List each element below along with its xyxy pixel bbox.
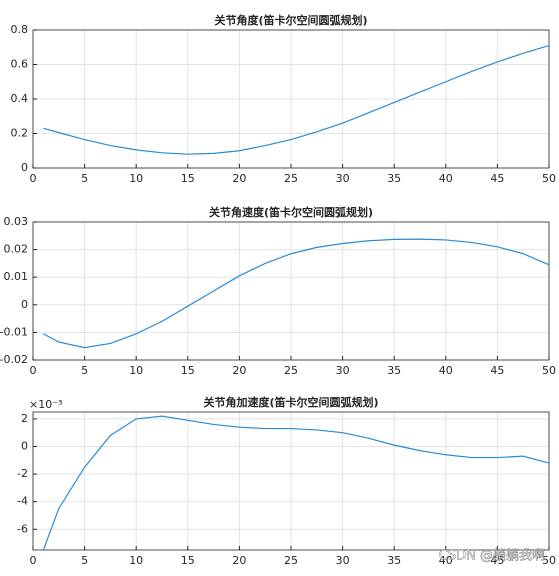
x-tick-label: 50 — [542, 364, 556, 377]
chart-title: 关节角加速度(笛卡尔空间圆弧规划) — [203, 395, 378, 409]
x-tick-label: 5 — [81, 364, 88, 377]
watermark: CSDN @躺躺我啊 — [439, 548, 545, 564]
y-tick-label: -0.01 — [0, 325, 28, 338]
axes-box — [32, 221, 550, 361]
x-tick-label: 0 — [30, 172, 37, 185]
y-tick-label: 0 — [21, 298, 28, 311]
y-exponent: ×10⁻³ — [29, 398, 62, 411]
x-tick-label: 45 — [490, 364, 504, 377]
x-tick-label: 35 — [387, 554, 401, 567]
x-tick-label: 40 — [439, 172, 453, 185]
x-tick-label: 45 — [490, 554, 504, 567]
y-tick-label: -2 — [17, 467, 28, 480]
y-tick-label: 0.02 — [4, 243, 29, 256]
x-tick-label: 20 — [232, 364, 246, 377]
data-line — [43, 238, 549, 349]
y-tick-label: 2 — [21, 412, 28, 425]
y-tick-label: -4 — [17, 495, 28, 508]
x-tick-label: 25 — [284, 554, 298, 567]
x-tick-label: 20 — [232, 172, 246, 185]
data-line — [42, 415, 549, 550]
y-tick-label: -0.02 — [0, 353, 28, 366]
x-tick-label: 40 — [439, 364, 453, 377]
x-tick-label: 35 — [387, 364, 401, 377]
x-tick-label: 0 — [30, 364, 37, 377]
x-tick-label: 30 — [336, 172, 350, 185]
x-tick-label: 15 — [181, 172, 195, 185]
y-tick-label: 0 — [21, 161, 28, 174]
y-tick-label: 0.2 — [11, 127, 29, 140]
x-tick-label: 50 — [542, 554, 556, 567]
x-tick-label: 40 — [439, 554, 453, 567]
x-tick-label: 0 — [30, 554, 37, 567]
x-tick-label: 30 — [336, 554, 350, 567]
x-tick-label: 10 — [129, 554, 143, 567]
x-tick-label: 15 — [181, 554, 195, 567]
axes-box — [32, 411, 550, 551]
x-tick-label: 15 — [181, 364, 195, 377]
x-tick-label: 10 — [129, 172, 143, 185]
y-tick-label: 0.8 — [11, 23, 29, 36]
y-tick-label: 0.6 — [11, 58, 29, 71]
y-tick-label: 0 — [21, 440, 28, 453]
x-tick-label: 10 — [129, 364, 143, 377]
y-tick-label: 0.03 — [4, 215, 29, 228]
x-tick-label: 35 — [387, 172, 401, 185]
x-tick-label: 25 — [284, 364, 298, 377]
y-tick-label: 0.4 — [11, 92, 29, 105]
x-tick-label: 5 — [81, 172, 88, 185]
chart-title: 关节角度(笛卡尔空间圆弧规划) — [214, 13, 367, 27]
x-tick-label: 20 — [232, 554, 246, 567]
x-tick-label: 30 — [336, 364, 350, 377]
data-line — [43, 44, 549, 155]
y-tick-label: 0.01 — [4, 270, 29, 283]
x-tick-label: 45 — [490, 172, 504, 185]
x-tick-label: 5 — [81, 554, 88, 567]
x-tick-label: 25 — [284, 172, 298, 185]
chart-title: 关节角速度(笛卡尔空间圆弧规划) — [209, 205, 373, 219]
y-tick-label: -6 — [17, 522, 28, 535]
x-tick-label: 50 — [542, 172, 556, 185]
axes-box — [32, 29, 550, 169]
